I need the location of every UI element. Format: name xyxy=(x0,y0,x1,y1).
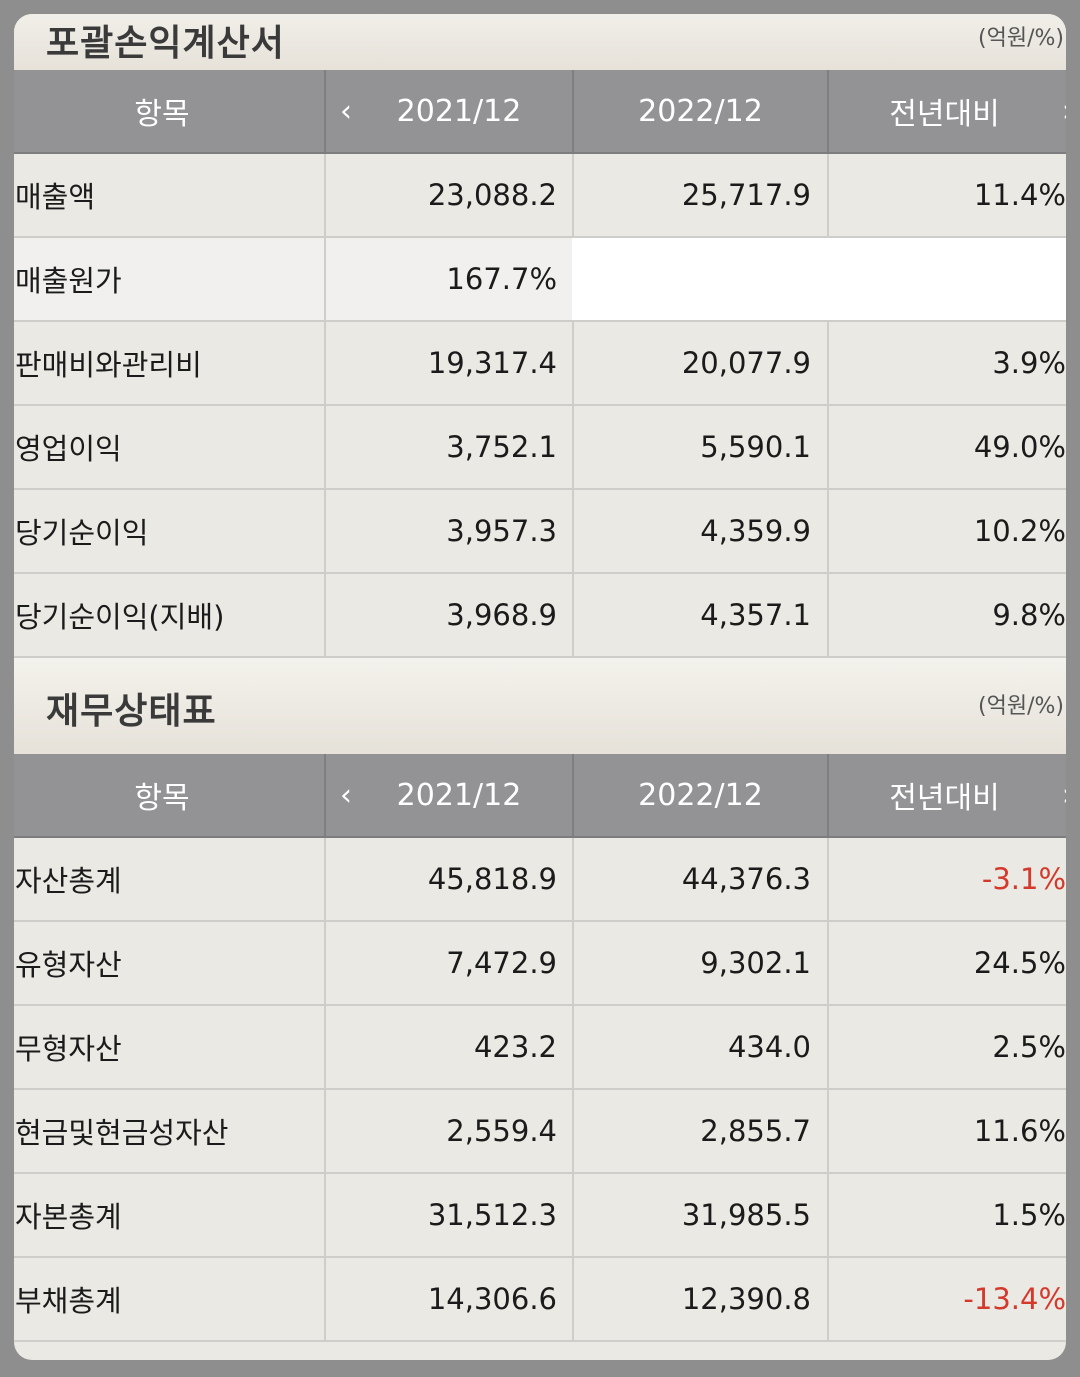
header-col-2022: 2022/12 xyxy=(572,754,827,836)
row-yoy: 9.8% xyxy=(827,574,1066,656)
row-value-2022: 5,590.1 xyxy=(572,406,827,488)
row-value-2022: 4,357.1 xyxy=(572,574,827,656)
income-table-header: 항목 ‹ 2021/12 2022/12 전년대비 › xyxy=(14,70,1066,154)
income-section-header: 포괄손익계산서 (억원/%) xyxy=(14,14,1066,70)
row-yoy: 3.9% xyxy=(827,322,1066,404)
row-yoy: 2.5% xyxy=(827,1006,1066,1088)
table-row: 매출원가 167.7% xyxy=(14,238,1066,322)
row-value-2021: 23,088.2 xyxy=(324,154,572,236)
header-col-yoy: 전년대비 › xyxy=(827,70,1066,152)
table-row: 당기순이익 3,957.3 4,359.9 10.2% xyxy=(14,490,1066,574)
row-value-2022: 44,376.3 xyxy=(572,838,827,920)
row-yoy: 49.0% xyxy=(827,406,1066,488)
row-label: 영업이익 xyxy=(15,432,122,466)
header-item: 항목 xyxy=(134,97,190,132)
table-row: 현금및현금성자산 2,559.4 2,855.7 11.6% xyxy=(14,1090,1066,1174)
balance-section-header: 재무상태표 (억원/%) xyxy=(14,658,1066,754)
row-value-2022 xyxy=(572,238,827,320)
table-row: 무형자산 423.2 434.0 2.5% xyxy=(14,1006,1066,1090)
row-label: 현금및현금성자산 xyxy=(15,1116,229,1150)
row-label: 자본총계 xyxy=(15,1200,122,1234)
chevron-right-icon[interactable]: › xyxy=(1062,778,1066,813)
table-row: 당기순이익(지배) 3,968.9 4,357.1 9.8% xyxy=(14,574,1066,658)
row-label: 당기순이익(지배) xyxy=(15,600,225,634)
row-yoy: 1.5% xyxy=(827,1174,1066,1256)
header-col-2021: ‹ 2021/12 xyxy=(324,754,572,836)
row-value-2021: 3,957.3 xyxy=(324,490,572,572)
chevron-right-icon[interactable]: › xyxy=(1062,94,1066,129)
header-col-2021-label: 2021/12 xyxy=(396,93,522,129)
table-row: 자본총계 31,512.3 31,985.5 1.5% xyxy=(14,1174,1066,1258)
row-label: 자산총계 xyxy=(15,864,122,898)
row-yoy: -3.1% xyxy=(827,838,1066,920)
row-label: 부채총계 xyxy=(15,1284,122,1318)
row-label: 당기순이익 xyxy=(15,516,149,550)
row-yoy: -13.4% xyxy=(827,1258,1066,1340)
balance-title: 재무상태표 xyxy=(46,691,217,732)
header-col-yoy-label: 전년대비 xyxy=(889,781,1000,816)
row-value-2021: 2,559.4 xyxy=(324,1090,572,1172)
chevron-left-icon[interactable]: ‹ xyxy=(340,94,352,129)
table-row: 판매비와관리비 19,317.4 20,077.9 3.9% xyxy=(14,322,1066,406)
chevron-left-icon[interactable]: ‹ xyxy=(340,778,352,813)
row-value-2022: 2,855.7 xyxy=(572,1090,827,1172)
row-yoy: 11.4% xyxy=(827,154,1066,236)
row-yoy: 24.5% xyxy=(827,922,1066,1004)
header-col-2021-label: 2021/12 xyxy=(396,777,522,813)
row-value-2021: 14,306.6 xyxy=(324,1258,572,1340)
row-value-2021: 423.2 xyxy=(324,1006,572,1088)
table-row: 자산총계 45,818.9 44,376.3 -3.1% xyxy=(14,838,1066,922)
table-row: 유형자산 7,472.9 9,302.1 24.5% xyxy=(14,922,1066,1006)
row-value-2022: 25,717.9 xyxy=(572,154,827,236)
row-value-2021: 3,968.9 xyxy=(324,574,572,656)
income-unit: (억원/%) xyxy=(978,26,1064,51)
row-label: 매출액 xyxy=(15,180,96,214)
row-value-2021: 167.7% xyxy=(324,238,572,320)
row-value-2022: 31,985.5 xyxy=(572,1174,827,1256)
table-row: 부채총계 14,306.6 12,390.8 -13.4% xyxy=(14,1258,1066,1342)
header-item: 항목 xyxy=(134,781,190,816)
row-yoy xyxy=(827,238,1066,320)
table-row: 영업이익 3,752.1 5,590.1 49.0% xyxy=(14,406,1066,490)
row-value-2022: 434.0 xyxy=(572,1006,827,1088)
row-label: 유형자산 xyxy=(15,948,122,982)
row-yoy: 10.2% xyxy=(827,490,1066,572)
row-value-2021: 19,317.4 xyxy=(324,322,572,404)
row-value-2021: 31,512.3 xyxy=(324,1174,572,1256)
header-col-yoy-label: 전년대비 xyxy=(889,97,1000,132)
header-col-2022: 2022/12 xyxy=(572,70,827,152)
income-title: 포괄손익계산서 xyxy=(46,23,285,64)
balance-table-header: 항목 ‹ 2021/12 2022/12 전년대비 › xyxy=(14,754,1066,838)
row-value-2021: 3,752.1 xyxy=(324,406,572,488)
balance-unit: (억원/%) xyxy=(978,694,1064,719)
row-value-2022: 20,077.9 xyxy=(572,322,827,404)
row-value-2022: 12,390.8 xyxy=(572,1258,827,1340)
row-label: 판매비와관리비 xyxy=(15,348,202,382)
row-value-2022: 4,359.9 xyxy=(572,490,827,572)
header-col-yoy: 전년대비 › xyxy=(827,754,1066,836)
row-label: 무형자산 xyxy=(15,1032,122,1066)
row-label: 매출원가 xyxy=(15,264,122,298)
table-row: 매출액 23,088.2 25,717.9 11.4% xyxy=(14,154,1066,238)
row-value-2022: 9,302.1 xyxy=(572,922,827,1004)
row-value-2021: 7,472.9 xyxy=(324,922,572,1004)
header-col-2021: ‹ 2021/12 xyxy=(324,70,572,152)
row-value-2021: 45,818.9 xyxy=(324,838,572,920)
financial-card: 포괄손익계산서 (억원/%) 항목 ‹ 2021/12 2022/12 전년대비… xyxy=(14,14,1066,1360)
row-yoy: 11.6% xyxy=(827,1090,1066,1172)
